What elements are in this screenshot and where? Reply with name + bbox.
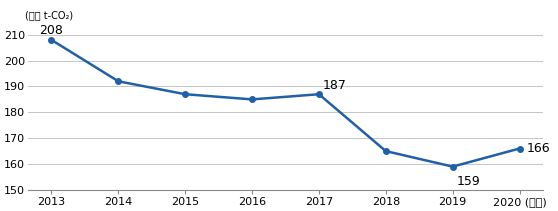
- Text: 187: 187: [323, 79, 347, 92]
- Text: (百万 t-CO₂): (百万 t-CO₂): [26, 11, 74, 20]
- Text: 208: 208: [40, 24, 64, 37]
- Text: 166: 166: [526, 142, 550, 155]
- Text: 159: 159: [457, 175, 480, 188]
